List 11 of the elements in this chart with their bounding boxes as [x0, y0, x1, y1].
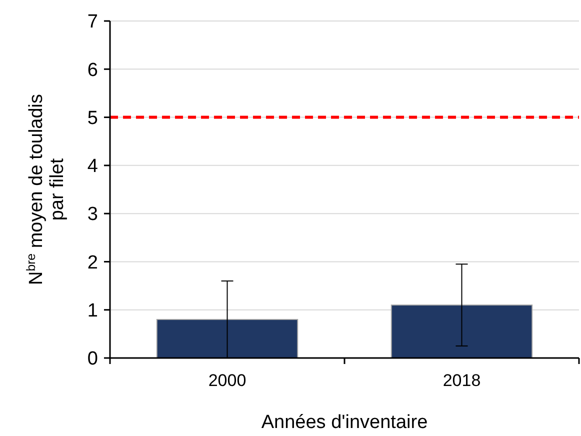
- x-tick-label: 2000: [208, 371, 246, 390]
- y-tick-label: 0: [87, 348, 98, 370]
- y-tick-label: 4: [87, 156, 98, 178]
- y-tick-label: 7: [87, 12, 98, 33]
- y-tick-label: 3: [87, 204, 98, 226]
- x-axis-title: Années d'inventaire: [261, 412, 428, 433]
- y-tick-label: 2: [87, 252, 98, 274]
- y-tick-label: 5: [87, 108, 98, 129]
- y-tick-label: 1: [87, 300, 98, 322]
- x-tick-label: 2018: [442, 371, 481, 390]
- y-tick-label: 6: [87, 60, 98, 81]
